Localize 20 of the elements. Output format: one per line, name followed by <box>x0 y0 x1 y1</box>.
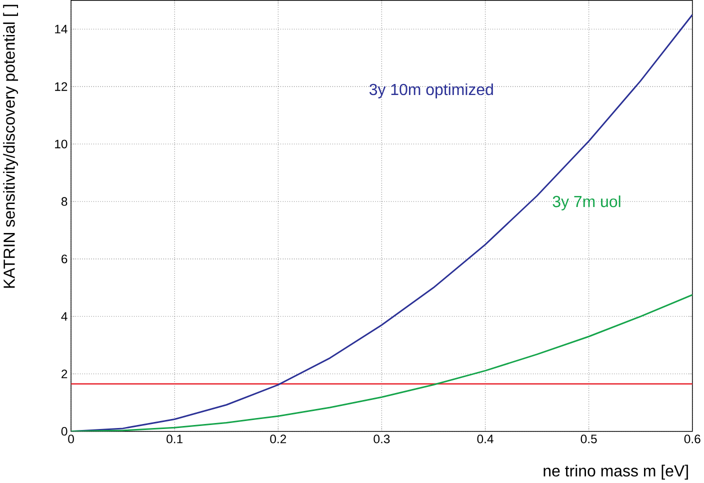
x-tick-label: 0.2 <box>270 434 286 444</box>
y-tick-label: 14 <box>55 25 68 34</box>
y-tick-label: 8 <box>61 197 68 206</box>
y-tick-label: 6 <box>62 254 68 264</box>
y-axis-title: KATRIN sensitivity/discovery potential [ ] <box>3 4 18 288</box>
y-tick-label: 10 <box>55 140 68 148</box>
y-tick-label: 12 <box>55 82 68 91</box>
x-axis-title: ne trino mass m [eV] <box>544 464 688 480</box>
x-tick-label: 0.3 <box>374 434 390 444</box>
text: 3y 10m optimized <box>369 84 493 98</box>
x-tick-label: 0.5 <box>580 434 597 444</box>
x-tick-label: 0.1 <box>166 434 182 444</box>
x-tick-label: 0.4 <box>477 434 494 444</box>
line-series <box>71 294 692 432</box>
y-tick-label: 2 <box>62 370 68 378</box>
y-tick-label: 0 <box>61 427 68 436</box>
x-tick-label: 0.6 <box>684 434 700 444</box>
y-tick-label: 4 <box>61 312 68 321</box>
text: 3y 7m uol <box>552 196 620 210</box>
x-tick-label: 0 <box>68 434 74 444</box>
